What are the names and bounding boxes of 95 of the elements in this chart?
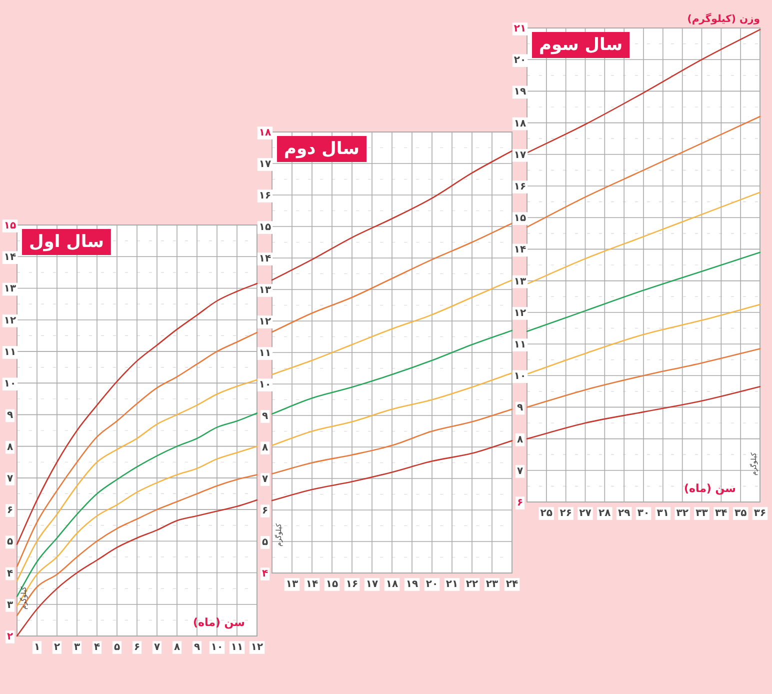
y-tick-label: ۱۴ xyxy=(4,252,16,264)
x-tick-label: ۱۱ xyxy=(230,642,244,653)
x-tick-label: ۲۸ xyxy=(598,508,611,519)
y-tick-label: ۱۱ xyxy=(514,340,526,350)
x-tick-label: ۳۲ xyxy=(676,508,688,519)
x-tick-label: ۵ xyxy=(114,642,120,653)
x-tick-label: ۱۰ xyxy=(210,642,224,653)
y-tick-label: ۵ xyxy=(6,536,14,548)
y-tick-label: ۱۲ xyxy=(4,315,16,326)
y-tick-label: ۱۴ xyxy=(258,254,272,264)
x-tick-label: ۱۵ xyxy=(326,579,338,590)
x-tick-label: ۲ xyxy=(54,642,60,653)
y-tick-label: ۱۵ xyxy=(514,213,526,224)
y-tick-label: ۱۸ xyxy=(258,128,272,138)
y-tick-label: ۱۳ xyxy=(514,276,526,288)
x-tick-label: ۲۷ xyxy=(579,508,592,519)
x-tick-label: ۳ xyxy=(74,642,80,653)
x-tick-label: ۱ xyxy=(34,642,40,653)
line-series xyxy=(526,116,761,228)
x-tick-label: ۲۴ xyxy=(506,579,518,590)
y-tick-label: ۹ xyxy=(6,410,14,422)
y-tick-label: ۸ xyxy=(6,442,14,453)
x-tick-label: ۷ xyxy=(154,642,160,653)
x-axis-title: سن (ماه) xyxy=(684,482,736,495)
y-tick-label: ۱۶ xyxy=(258,190,272,202)
line-series xyxy=(271,408,513,474)
y-tick-label: ۱۹ xyxy=(514,86,526,98)
x-tick-label: ۴ xyxy=(94,642,100,653)
line-series xyxy=(16,332,258,568)
y-tick-label: ۸ xyxy=(262,442,268,454)
y-tick-label: ۴ xyxy=(6,568,14,580)
x-tick-label: ۳۱ xyxy=(656,508,670,519)
x-tick-label: ۶ xyxy=(134,642,140,653)
x-tick-label: ۲۵ xyxy=(540,508,553,519)
x-tick-label: ۹ xyxy=(194,642,200,653)
y-tick-label: ۱۷ xyxy=(514,150,526,161)
y-tick-label: ۱۰ xyxy=(514,371,526,382)
y-tick-label: ۱۰ xyxy=(258,380,272,390)
y-tick-label: ۵ xyxy=(262,537,268,548)
y-tick-label: ۱۴ xyxy=(514,244,526,256)
y-tick-label: ۱۱ xyxy=(4,346,16,358)
text: سال اول xyxy=(29,232,104,252)
y-tick-label: ۷ xyxy=(262,474,268,485)
y-tick-label: ۱۵ xyxy=(4,220,16,232)
x-tick-label: ۱۳ xyxy=(286,579,298,590)
line-series xyxy=(271,330,513,415)
line-series xyxy=(526,252,761,332)
x-tick-label: ۳۰ xyxy=(637,508,650,519)
y-tick-label: ۹ xyxy=(262,411,268,422)
y-tick-label: ۲۱ xyxy=(514,24,526,34)
y-tick-label: ۲ xyxy=(6,632,14,642)
x-tick-label: ۳۶ xyxy=(754,508,766,519)
x-tick-label: ۱۹ xyxy=(406,579,418,590)
x-tick-label: ۲۱ xyxy=(446,579,458,590)
x-tick-label: ۲۰ xyxy=(426,579,438,590)
x-tick-label: ۳۵ xyxy=(734,508,747,519)
y-tick-label: ۱۷ xyxy=(258,159,272,170)
y-tick-label: ۱۱ xyxy=(258,348,272,359)
y-tick-label: ۴ xyxy=(262,568,268,580)
x-tick-label: ۲۶ xyxy=(560,508,572,519)
y-tick-label: ۱۲ xyxy=(514,308,526,319)
x-tick-label: ۲۹ xyxy=(618,508,630,519)
y-tick-label: ۱۰ xyxy=(4,378,16,390)
x-tick-label: ۱۷ xyxy=(366,579,378,590)
x-tick-label: ۸ xyxy=(174,642,180,653)
line-series xyxy=(526,386,761,440)
y-tick-label: ۲۰ xyxy=(514,55,526,66)
text: وزن (کیلوگرم) xyxy=(687,12,760,25)
y-tick-label: ۶ xyxy=(516,498,524,508)
x-tick-label: ۳۳ xyxy=(696,508,708,519)
x-tick-label: ۲۳ xyxy=(486,579,498,590)
y-tick-label: ۱۲ xyxy=(258,316,272,328)
line-series xyxy=(16,499,258,637)
x-tick-label: ۲۲ xyxy=(466,579,478,590)
y-tick-label: ۱۵ xyxy=(258,222,272,233)
line-series xyxy=(16,474,258,616)
y-tick-label: ۸ xyxy=(516,434,524,446)
x-tick-label: ۱۸ xyxy=(386,579,398,590)
y-tick-label: ۱۶ xyxy=(514,182,526,192)
line-series xyxy=(16,446,258,607)
x-axis-title: سن (ماه) xyxy=(192,616,245,629)
x-tick-label: ۳۴ xyxy=(715,508,728,519)
line-series xyxy=(271,440,513,502)
y-tick-label: ۱۸ xyxy=(514,118,526,130)
chart-title: سال دوم xyxy=(284,139,360,159)
y-tick-label: ۷ xyxy=(516,466,524,477)
x-tick-label: ۱۴ xyxy=(306,579,318,590)
chart-title: سال سوم xyxy=(539,35,623,55)
y-tick-label: ۷ xyxy=(6,473,14,484)
x-tick-label: ۱۶ xyxy=(346,579,358,590)
y-tick-label: ۱۳ xyxy=(258,285,272,296)
y-tick-label: ۹ xyxy=(516,402,524,414)
y-tick-label: ۱۳ xyxy=(4,284,16,295)
y-tick-label: ۳ xyxy=(6,600,14,611)
line-series xyxy=(526,348,761,408)
